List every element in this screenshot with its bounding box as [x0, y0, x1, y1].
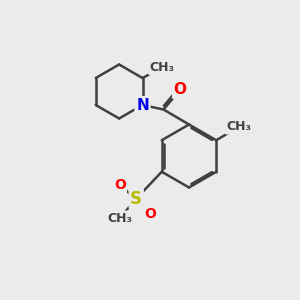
Text: O: O	[144, 207, 156, 221]
Text: CH₃: CH₃	[149, 61, 175, 74]
Text: N: N	[136, 98, 149, 112]
Text: S: S	[130, 190, 142, 208]
Text: CH₃: CH₃	[107, 212, 132, 225]
Text: CH₃: CH₃	[226, 120, 251, 133]
Text: O: O	[173, 82, 187, 98]
Text: N: N	[136, 98, 149, 112]
Text: O: O	[114, 178, 126, 192]
